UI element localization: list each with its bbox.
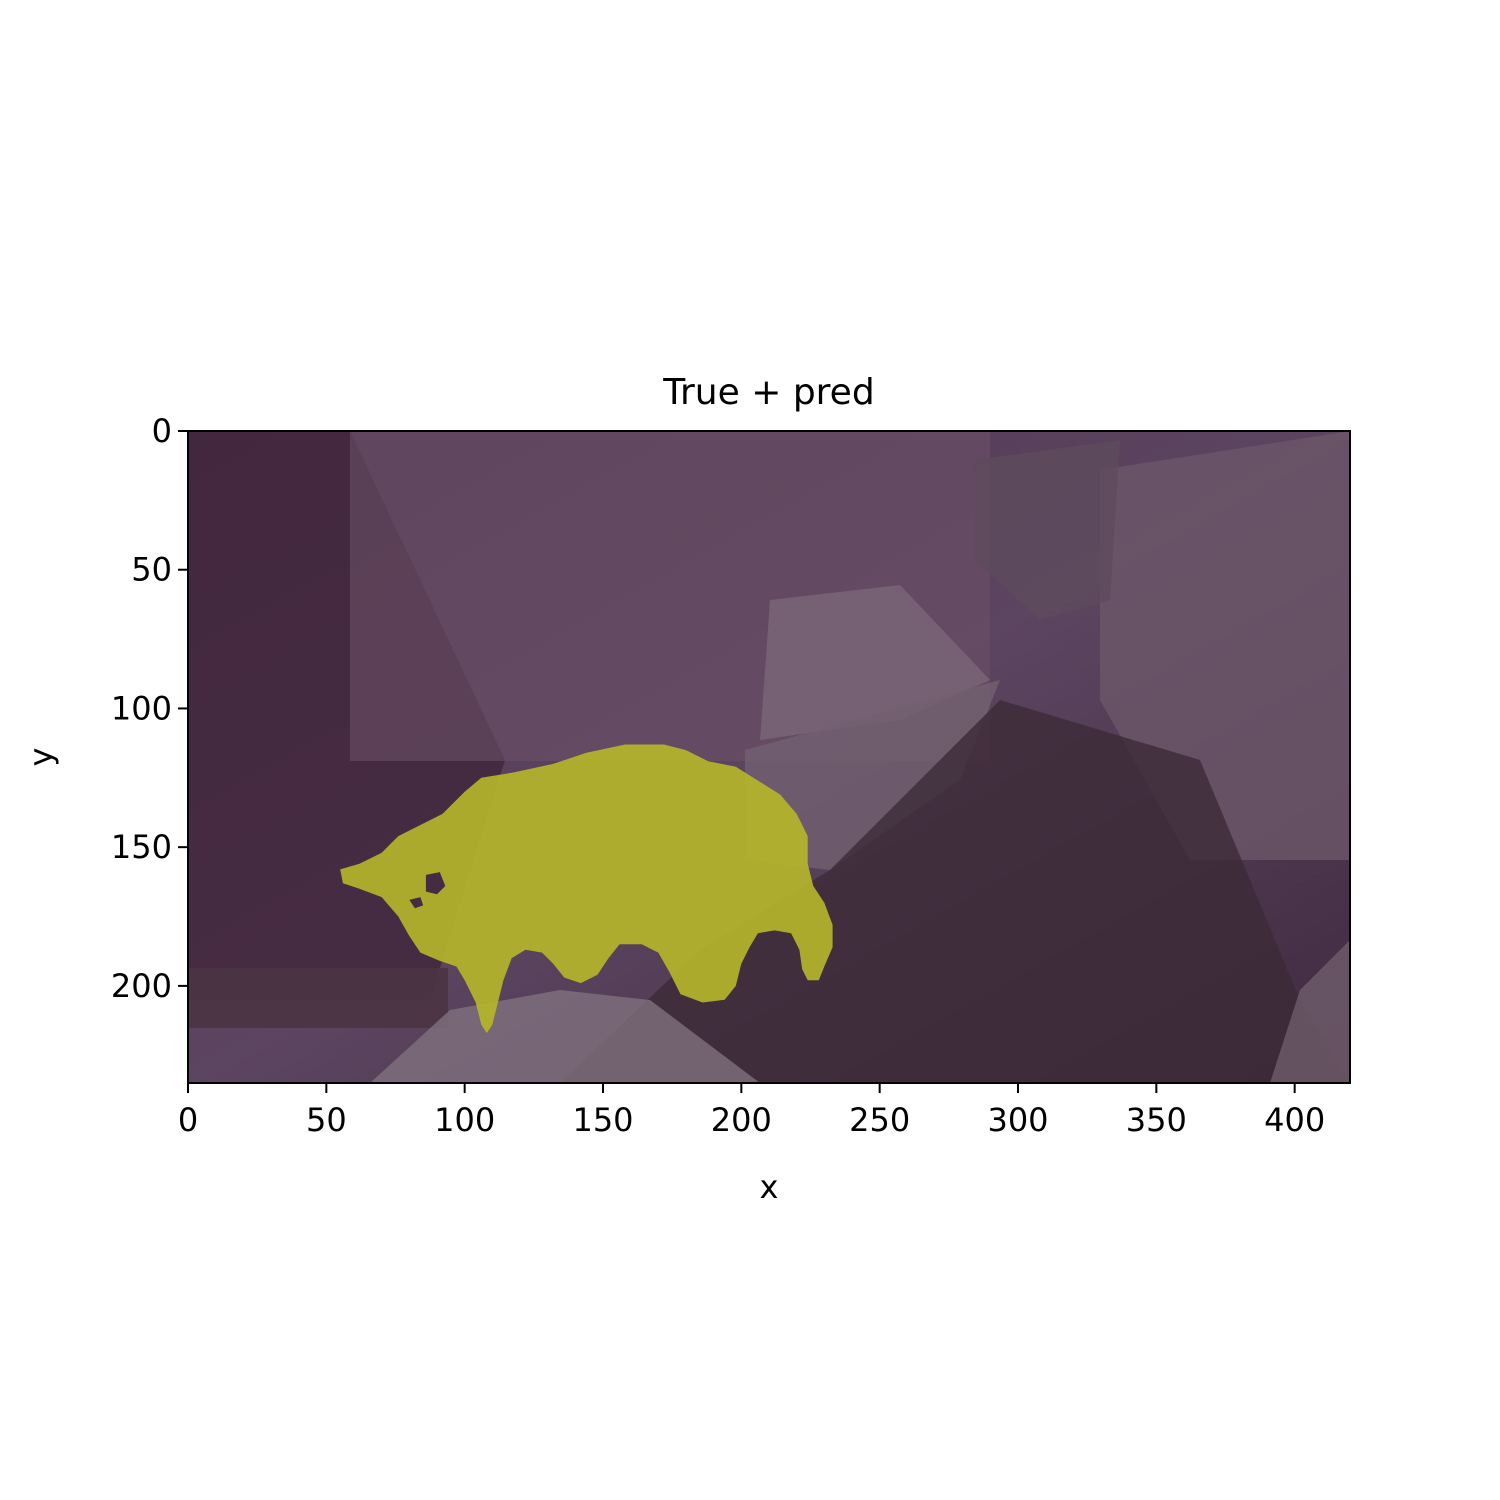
log: [188, 968, 448, 1028]
dirt-ground: [560, 700, 1350, 1083]
x-tick-label: 300: [987, 1101, 1048, 1139]
rock-slab: [745, 680, 1000, 870]
x-tick-label: 150: [572, 1101, 633, 1139]
y-tick-label: 0: [152, 412, 172, 450]
segmentation-mask: [340, 744, 833, 1034]
chart-title: True + pred: [662, 372, 874, 413]
axes-frame: [187, 430, 1351, 1084]
y-axis-label: y: [22, 748, 60, 767]
x-tick-label: 100: [434, 1101, 495, 1139]
y-tick-label: 50: [131, 551, 172, 589]
rocks-bottom: [370, 990, 760, 1083]
x-tick-label: 350: [1126, 1101, 1187, 1139]
x-axis-ticks: 0 50 100 150 200 250 300 350 400: [178, 1083, 1325, 1139]
boulder-upper: [975, 440, 1120, 620]
image-area: [188, 431, 1350, 1083]
x-tick-label: 400: [1264, 1101, 1325, 1139]
x-tick-label: 250: [849, 1101, 910, 1139]
y-tick-label: 150: [111, 828, 172, 866]
x-axis-label: x: [760, 1168, 779, 1206]
y-tick-label: 100: [111, 689, 172, 727]
x-tick-label: 50: [306, 1101, 347, 1139]
x-tick-label: 200: [711, 1101, 772, 1139]
y-axis-ticks: 0 50 100 150 200: [111, 412, 188, 1005]
rock-bottom-right: [1270, 940, 1350, 1083]
x-tick-label: 0: [178, 1101, 198, 1139]
y-tick-label: 200: [111, 967, 172, 1005]
